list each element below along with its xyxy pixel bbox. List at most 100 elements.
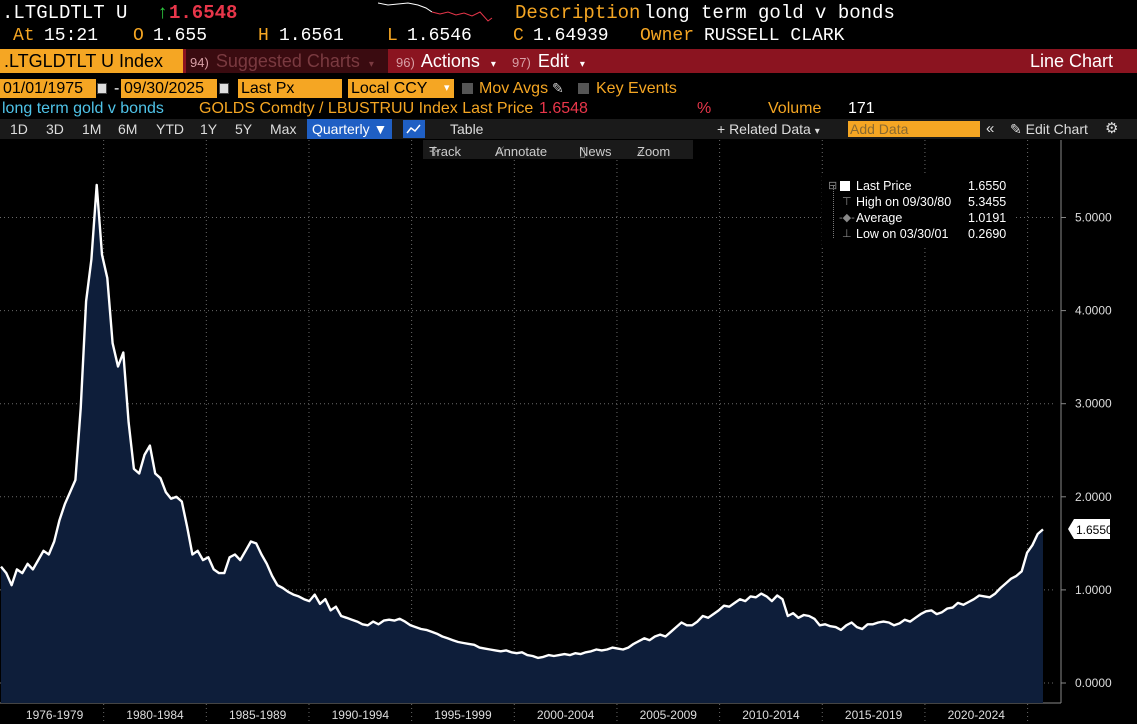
sparkline-icon	[378, 2, 493, 22]
open-value: 1.655	[153, 26, 208, 46]
close-value: 1.64939	[533, 26, 609, 46]
suggested-label: Suggested Charts	[215, 51, 360, 71]
series-name: long term gold v bonds	[2, 100, 164, 117]
y-axis: 0.0000 1.0000 2.0000 3.0000 4.0000 5.0000	[1061, 211, 1112, 690]
x-tick-label: 2015-2019	[845, 708, 903, 722]
legend-last-price: ⊟ Last Price 1.6550	[822, 178, 1014, 194]
period-3d[interactable]: 3D	[46, 121, 64, 137]
actions-menu[interactable]: 96) Actions ▾	[392, 49, 504, 73]
price-chart[interactable]: 0.0000 1.0000 2.0000 3.0000 4.0000 5.0000 197…	[0, 140, 1137, 724]
owner-value: RUSSELL CLARK	[704, 26, 845, 46]
series-line	[0, 183, 1044, 660]
table-button[interactable]: Table	[450, 121, 484, 137]
last-value-tag: 1.6550	[1068, 519, 1113, 539]
chevron-down-icon: ▾	[814, 126, 820, 137]
low-marker-icon: ⊥	[842, 228, 852, 240]
currency-select[interactable]: Local CCY	[348, 79, 454, 98]
crosshair-icon: ✛	[429, 144, 440, 159]
period-6m[interactable]: 6M	[118, 121, 138, 137]
pencil-icon[interactable]: ✎	[552, 80, 564, 96]
edit-chart-button[interactable]: ✎ Edit Chart	[1010, 119, 1088, 139]
period-1d[interactable]: 1D	[10, 121, 28, 137]
y-tick-label: 0.0000	[1075, 676, 1112, 690]
high-marker-icon: ⊤	[842, 196, 852, 208]
key-events-checkbox[interactable]	[578, 83, 589, 94]
news-icon: ▯	[579, 144, 587, 159]
description-label: Description	[515, 2, 641, 24]
end-date-field[interactable]: 09/30/2025	[121, 79, 217, 98]
edit-chart-label: Edit Chart	[1025, 121, 1088, 137]
edit-menu[interactable]: 97) Edit ▾	[508, 49, 590, 73]
y-tick-label: 2.0000	[1075, 490, 1112, 504]
x-axis: 1976-1979 1980-1984 1985-1989 1990-1994 1995…	[26, 708, 1005, 722]
double-chevron-left-icon[interactable]: «	[986, 120, 995, 137]
x-tick-label: 1995-1999	[434, 708, 492, 722]
legend-collapse-icon[interactable]: ⊟	[828, 180, 838, 192]
date-dash: -	[114, 80, 120, 97]
key-events-label: Key Events	[596, 80, 677, 97]
pencil-icon: ✎	[1010, 121, 1022, 137]
high-value: 1.6561	[279, 26, 344, 46]
chart-tools-row: ✛ Track ⟋ Annotate ▯ News ⌕ Zoom	[423, 140, 693, 159]
legend-high-value: 5.3455	[968, 195, 1007, 209]
period-1m[interactable]: 1M	[82, 121, 102, 137]
price-field-select[interactable]: Last Px	[238, 79, 342, 98]
x-tick-label: 2005-2009	[640, 708, 698, 722]
related-data-menu[interactable]: + Related Data ▾	[717, 119, 820, 139]
header-row-2: At 15:21 O 1.655 H 1.6561 L 1.6546 C 1.6…	[0, 25, 1137, 48]
legend-high: ⊤ High on 09/30/80 5.3455	[822, 194, 1014, 210]
series-pct: %	[697, 100, 712, 117]
gear-icon[interactable]: ⚙	[1105, 120, 1119, 137]
last-value-text: 1.6550	[1076, 523, 1113, 537]
y-tick-label: 3.0000	[1075, 397, 1112, 411]
x-tick-label: 2020-2024	[948, 708, 1006, 722]
ticker-symbol[interactable]: .LTGLDTLT U	[2, 2, 128, 24]
series-info-row: long term gold v bonds GOLDS Comdty / LB…	[0, 100, 1137, 118]
low-label: L	[387, 26, 398, 46]
time-label: At	[13, 26, 35, 46]
start-date-field[interactable]: 01/01/1975	[0, 79, 96, 98]
line-chart-toggle[interactable]	[403, 120, 425, 138]
legend-last-price-label: Last Price	[856, 178, 918, 194]
mov-avgs-checkbox[interactable]	[462, 83, 473, 94]
period-toolbar: 1D 3D 1M 6M YTD 1Y 5Y Max Quarterly ▼ Ta…	[0, 119, 1137, 139]
volume-value: 171	[848, 100, 875, 117]
x-tick-label: 1990-1994	[332, 708, 390, 722]
series-formula: GOLDS Comdty / LBUSTRUU Index Last Price	[199, 100, 534, 117]
line-chart-icon	[406, 124, 421, 134]
open-label: O	[133, 26, 144, 46]
chart-type-label: Line Chart	[1029, 51, 1113, 71]
legend-last-price-value: 1.6550	[968, 179, 1007, 193]
actions-label: Actions	[420, 51, 480, 71]
header-row-1: .LTGLDTLT U ↑ 1.6548 Description long te…	[0, 0, 1137, 25]
period-ytd[interactable]: YTD	[156, 121, 184, 137]
x-tick-label: 2010-2014	[742, 708, 800, 722]
chevron-down-icon: ▾	[368, 59, 374, 70]
period-5y[interactable]: 5Y	[235, 121, 253, 137]
average-marker-icon: -◆-	[839, 212, 855, 224]
calendar-icon[interactable]	[219, 83, 229, 94]
legend-low: ⊥ Low on 03/30/01 0.2690	[822, 226, 1014, 242]
up-arrow-icon: ↑	[157, 2, 169, 24]
calendar-icon[interactable]	[97, 83, 107, 94]
chevron-down-icon[interactable]: ▾	[444, 82, 450, 94]
security-field[interactable]: .LTGLDTLT U Index	[0, 49, 183, 73]
suggested-num: 94)	[190, 55, 209, 70]
zoom-icon: ⌕	[637, 144, 645, 159]
frequency-select[interactable]: Quarterly ▼	[307, 119, 393, 139]
period-max[interactable]: Max	[270, 121, 297, 137]
edit-label: Edit	[537, 51, 569, 71]
time-value: 15:21	[44, 26, 99, 46]
command-bar: .LTGLDTLT U Index 94) Suggested Charts ▾…	[0, 49, 1137, 73]
y-tick-label: 5.0000	[1075, 211, 1112, 225]
x-tick-label: 1976-1979	[26, 708, 84, 722]
legend-swatch	[840, 181, 850, 191]
y-tick-label: 1.0000	[1075, 583, 1112, 597]
y-tick-label: 4.0000	[1075, 304, 1112, 318]
actions-num: 96)	[396, 55, 415, 70]
legend-high-label: High on 09/30/80	[856, 194, 952, 210]
suggested-charts-menu[interactable]: 94) Suggested Charts ▾	[186, 49, 388, 73]
add-data-input[interactable]: Add Data	[848, 121, 980, 137]
legend-average-label: Average	[856, 210, 904, 226]
period-1y[interactable]: 1Y	[200, 121, 218, 137]
